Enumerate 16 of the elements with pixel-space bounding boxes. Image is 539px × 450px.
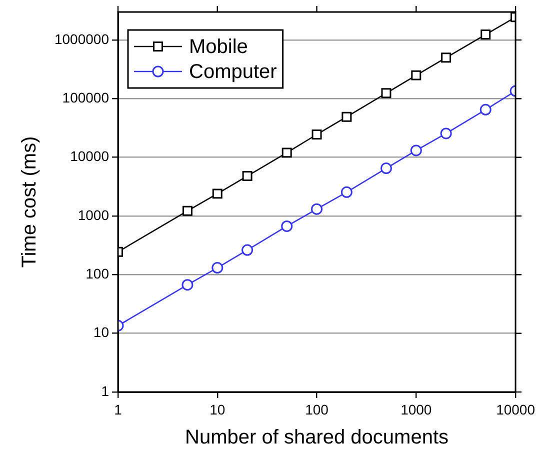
y-tick-label: 1000 bbox=[78, 206, 110, 223]
y-axis-title: Time cost (ms) bbox=[18, 136, 41, 268]
x-tick-label: 100 bbox=[305, 401, 329, 418]
x-tick-label: 10000 bbox=[496, 401, 536, 418]
legend-label: Mobile bbox=[189, 36, 248, 58]
x-tick-label: 1 bbox=[114, 401, 122, 418]
legend-label: Computer bbox=[189, 61, 278, 84]
y-tick-label: 10000 bbox=[70, 148, 110, 164]
x-tick-label: 1000 bbox=[400, 401, 432, 418]
y-tick-label: 10 bbox=[93, 324, 110, 340]
x-tick-label: 10 bbox=[210, 401, 226, 418]
y-tick-label: 1000000 bbox=[54, 30, 110, 47]
y-tick-label: 100 bbox=[86, 266, 110, 282]
y-tick-label: 1 bbox=[101, 382, 110, 399]
x-axis-title: Number of shared documents bbox=[185, 426, 448, 449]
y-tick-label: 100000 bbox=[62, 90, 110, 106]
